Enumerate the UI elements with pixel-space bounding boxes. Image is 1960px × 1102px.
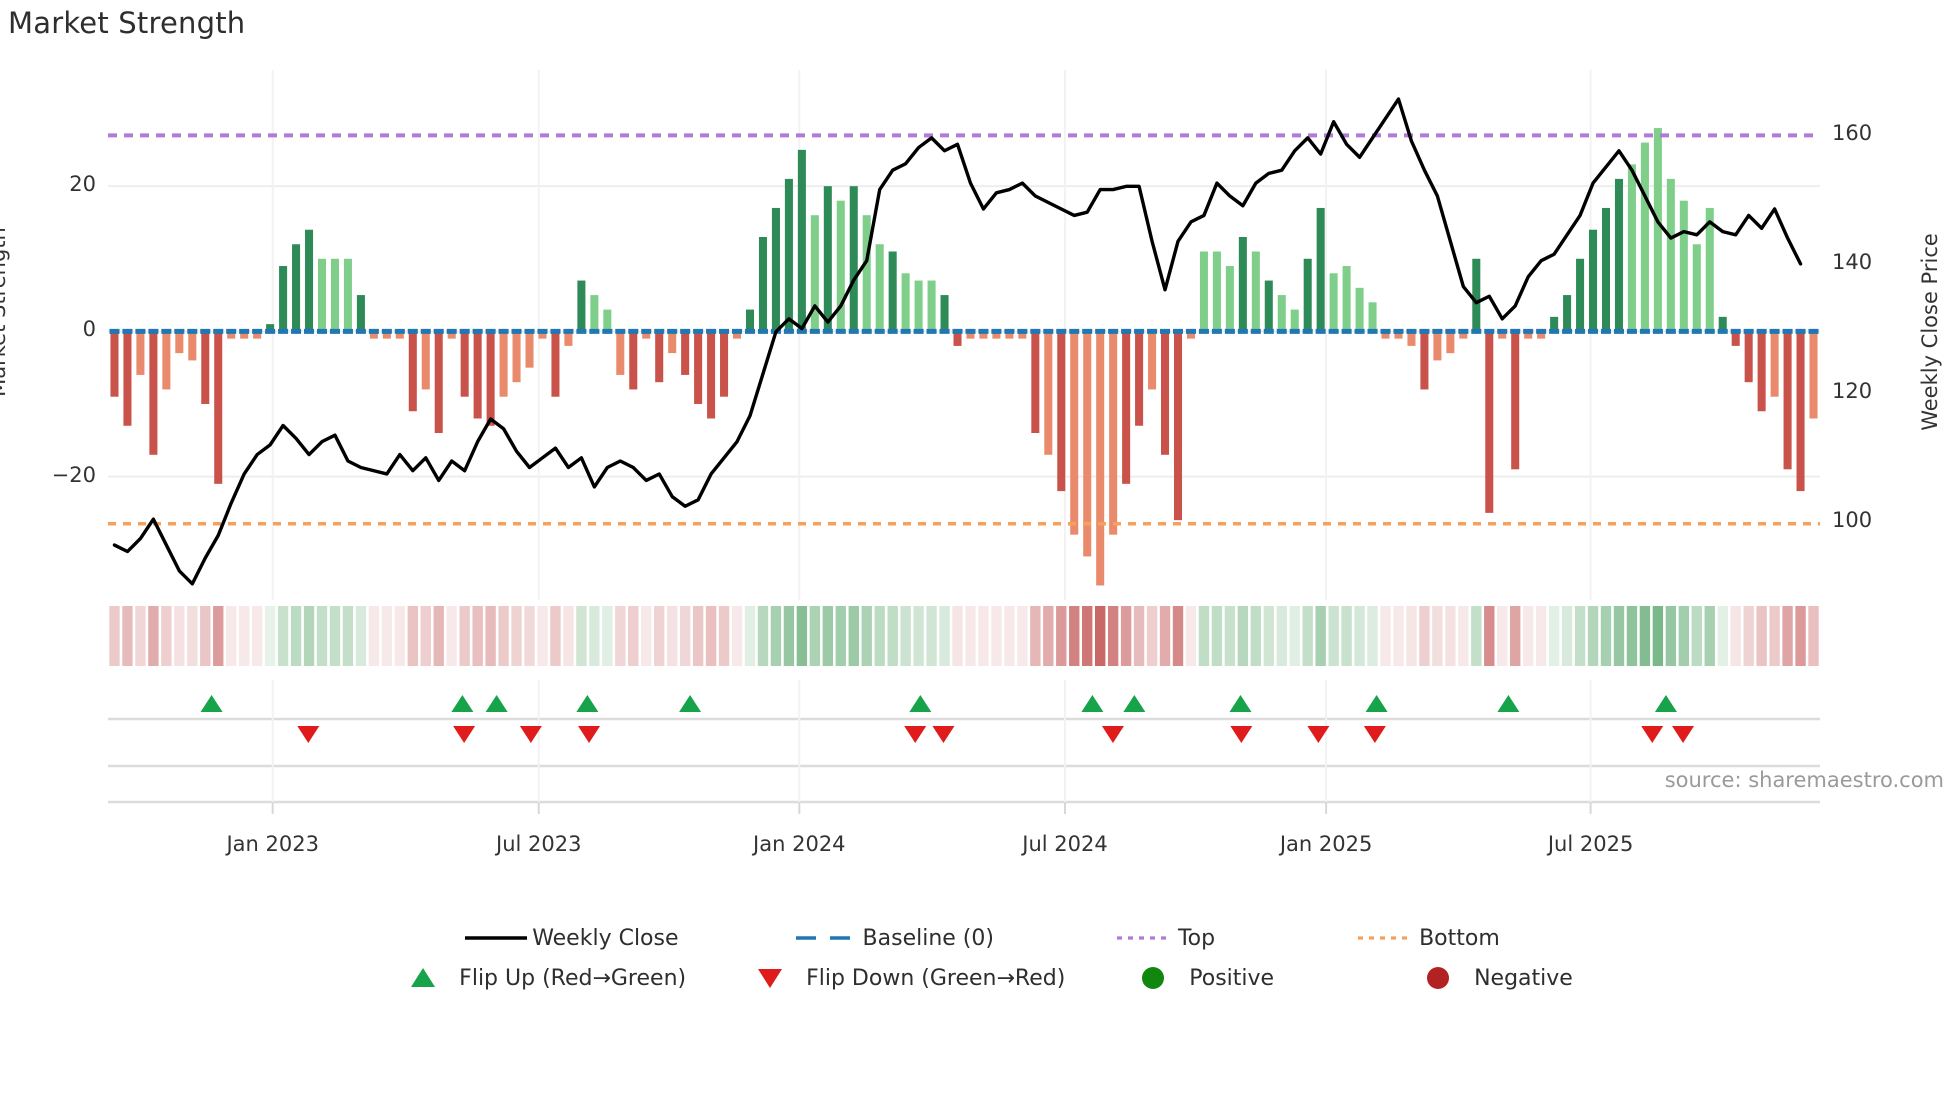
main-chart-panel — [108, 70, 1820, 600]
solid-line-icon — [465, 936, 528, 940]
x-tick-5: Jul 2025 — [1547, 832, 1634, 856]
page-title: Market Strength — [8, 6, 246, 40]
dotted-line-icon — [1358, 936, 1409, 940]
legend-row-2: Flip Up (Red→Green) Flip Down (Green→Red)… — [0, 958, 1960, 998]
source-credit: source: sharemaestro.com — [1664, 768, 1944, 792]
flip-up-marker-9 — [1365, 695, 1388, 712]
legend-label-bottom: Bottom — [1419, 925, 1500, 951]
negative-swatch — [1402, 965, 1474, 991]
y-axis-right-label: Weekly Close Price — [1918, 233, 1942, 431]
flip-up-marker-1 — [451, 695, 474, 712]
market-strength-plot — [108, 70, 1820, 600]
heat-strip-cells — [109, 606, 1819, 666]
flip-down-marker-0 — [297, 726, 320, 743]
flip-up-marker-2 — [485, 695, 508, 712]
legend-label-negative: Negative — [1474, 965, 1573, 991]
baseline-swatch — [791, 925, 863, 951]
y-axis-left-label: Market Strength — [0, 227, 10, 397]
flip-up-marker-3 — [576, 695, 599, 712]
flip-down-swatch — [734, 965, 806, 991]
x-tick-2: Jan 2024 — [753, 832, 846, 856]
triangle-down-icon — [758, 969, 783, 988]
legend-item-negative[interactable]: Negative — [1402, 965, 1573, 991]
weekly-close-swatch — [460, 925, 532, 951]
flip-down-marker-1 — [453, 726, 476, 743]
legend-row-1: Weekly Close Baseline (0) Top Bottom — [0, 918, 1960, 958]
y-tick-right-1: 140 — [1832, 249, 1873, 274]
dotted-line-icon — [1116, 936, 1167, 940]
flip-markers-panel — [108, 680, 1820, 754]
flip-down-marker-8 — [1307, 726, 1330, 743]
circle-icon — [1427, 967, 1450, 989]
flip-up-marker-11 — [1654, 695, 1677, 712]
triangle-up-icon — [411, 968, 436, 987]
top-swatch — [1106, 925, 1178, 951]
bottom-swatch — [1347, 925, 1419, 951]
legend-item-positive[interactable]: Positive — [1117, 965, 1274, 991]
y-tick-right-2: 120 — [1832, 379, 1873, 404]
flip-up-swatch — [387, 965, 459, 991]
legend-label-weekly-close: Weekly Close — [532, 925, 679, 951]
axis-rules — [108, 754, 1820, 814]
flip-up-marker-7 — [1123, 695, 1146, 712]
flip-down-marker-5 — [932, 726, 955, 743]
y-tick-right-3: 100 — [1832, 508, 1873, 533]
chart-legend: Weekly Close Baseline (0) Top Bottom Flip U… — [0, 918, 1960, 998]
legend-item-bottom[interactable]: Bottom — [1347, 925, 1500, 951]
legend-label-top: Top — [1177, 925, 1216, 951]
flip-down-marker-11 — [1672, 726, 1695, 743]
y-tick-right-0: 160 — [1832, 120, 1873, 145]
flip-up-marker-0 — [200, 695, 223, 712]
legend-item-weekly-close[interactable]: Weekly Close — [460, 925, 679, 951]
flip-down-marker-4 — [904, 726, 927, 743]
y-tick-left-0: 20 — [69, 172, 96, 197]
legend-item-flip-down[interactable]: Flip Down (Green→Red) — [734, 965, 1065, 991]
flip-down-marker-9 — [1363, 726, 1386, 743]
legend-item-top[interactable]: Top — [1106, 925, 1215, 951]
legend-label-positive: Positive — [1189, 965, 1275, 991]
flip-down-marker-3 — [578, 726, 601, 743]
flip-up-marker-10 — [1497, 695, 1520, 712]
x-tick-0: Jan 2023 — [226, 832, 319, 856]
legend-item-flip-up[interactable]: Flip Up (Red→Green) — [387, 965, 686, 991]
x-tick-1: Jul 2023 — [496, 832, 582, 856]
dashed-line-icon — [795, 936, 858, 940]
legend-label-baseline: Baseline (0) — [862, 925, 994, 951]
flip-down-marker-10 — [1641, 726, 1664, 743]
legend-label-flip-up: Flip Up (Red→Green) — [459, 965, 687, 991]
x-tick-3: Jul 2024 — [1022, 832, 1108, 856]
flip-down-marker-6 — [1101, 726, 1124, 743]
flip-up-marker-4 — [679, 695, 702, 712]
legend-item-baseline[interactable]: Baseline (0) — [791, 925, 994, 951]
positive-swatch — [1117, 965, 1189, 991]
y-tick-left-1: 0 — [82, 317, 96, 342]
flip-down-marker-2 — [519, 726, 542, 743]
bottom-axis-panel — [108, 754, 1820, 830]
flip-markers — [108, 680, 1820, 754]
flip-down-marker-7 — [1230, 726, 1253, 743]
flip-up-marker-6 — [1081, 695, 1104, 712]
strength-heat-strip — [108, 602, 1820, 670]
y-tick-left-2: −20 — [51, 462, 96, 487]
x-tick-4: Jan 2025 — [1279, 832, 1373, 856]
circle-icon — [1142, 967, 1165, 989]
legend-label-flip-down: Flip Down (Green→Red) — [806, 965, 1066, 991]
flip-up-marker-8 — [1229, 695, 1252, 712]
flip-up-marker-5 — [909, 695, 932, 712]
